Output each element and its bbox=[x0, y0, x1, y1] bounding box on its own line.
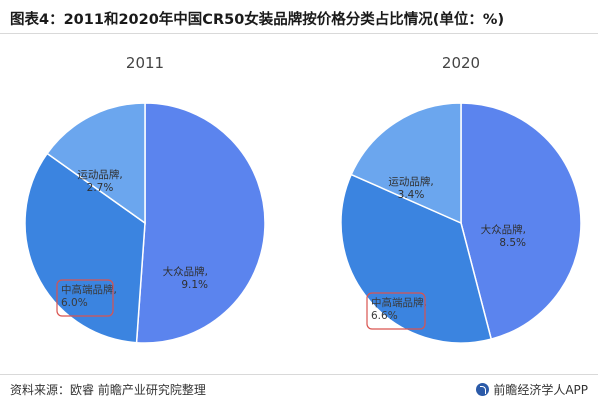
slice-label-premium: 中高端品牌, 6.6% bbox=[371, 296, 427, 322]
highlight-box bbox=[366, 292, 426, 330]
brand-label: 前瞻经济学人APP bbox=[476, 381, 588, 398]
pie-slice-premium bbox=[340, 173, 493, 344]
pie-slice-mass bbox=[460, 102, 582, 341]
title-divider bbox=[0, 33, 598, 34]
pie-slice-mass bbox=[135, 102, 266, 344]
pie-charts: 前瞻产业研究院2011大众品牌,9.1%中高端品牌,6.0%运动品牌,2.7%前… bbox=[24, 54, 582, 344]
slice-label-mass: 大众品牌, 9.1% bbox=[163, 265, 208, 291]
pie-slice-sports bbox=[46, 102, 146, 225]
brand-name: 前瞻经济学人APP bbox=[493, 383, 588, 397]
pie-title: 2020 bbox=[442, 54, 480, 72]
chart-area: 前瞻产业研究院2011大众品牌,9.1%中高端品牌,6.0%运动品牌,2.7%前… bbox=[0, 36, 598, 370]
slice-label-sports: 运动品牌, 3.4% bbox=[388, 175, 433, 201]
pie-title: 2011 bbox=[126, 54, 164, 72]
source-note: 资料来源：欧睿 前瞻产业研究院整理 bbox=[10, 383, 206, 397]
pie-slice-sports bbox=[350, 102, 462, 225]
slice-label-mass: 大众品牌, 8.5% bbox=[481, 223, 526, 249]
slice-label-sports: 运动品牌, 2.7% bbox=[77, 168, 122, 194]
footer-divider bbox=[0, 374, 598, 375]
pie-slice-premium bbox=[24, 152, 146, 344]
qianzhan-logo-icon bbox=[476, 383, 490, 396]
chart-title: 图表4：2011和2020年中国CR50女装品牌按价格分类占比情况(单位：%) bbox=[10, 12, 505, 28]
pie-2011: 前瞻产业研究院2011大众品牌,9.1%中高端品牌,6.0%运动品牌,2.7% bbox=[24, 54, 266, 344]
highlight-box bbox=[56, 279, 114, 317]
pie-2020: 前瞻产业研究院2020大众品牌,8.5%中高端品牌,6.6%运动品牌,3.4% bbox=[340, 54, 582, 344]
slice-label-premium: 中高端品牌, 6.0% bbox=[61, 283, 117, 309]
